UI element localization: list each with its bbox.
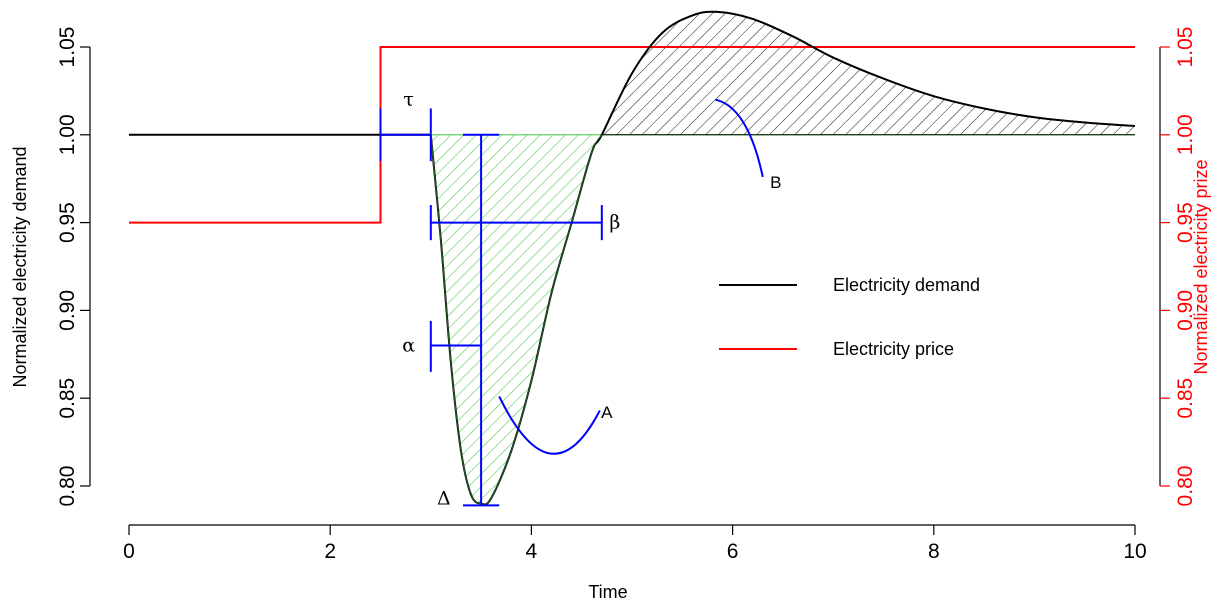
x-tick-label: 6 — [727, 540, 739, 563]
y-tick-label-left: 1.00 — [56, 114, 79, 155]
x-tick-label: 2 — [324, 540, 336, 563]
y-axis-left-title: Normalized electricity demand — [10, 146, 30, 387]
label-beta: β — [609, 212, 620, 234]
x-tick-label: 8 — [928, 540, 940, 563]
x-axis: 0 2 4 6 8 10 — [123, 524, 1147, 563]
shaded-regions — [430, 11, 1135, 505]
y-axis-left: 0.80 0.85 0.90 0.95 1.00 1.05 — [56, 27, 91, 507]
y-tick-label-left: 0.80 — [56, 466, 79, 507]
legend-label-demand: Electricity demand — [833, 275, 980, 295]
legend: Electricity demand Electricity price — [719, 275, 980, 359]
pointer-b — [715, 98, 764, 178]
pointer-a — [498, 396, 601, 455]
y-tick-label-left: 0.95 — [56, 202, 79, 243]
y-tick-label-left: 0.85 — [56, 378, 79, 419]
y-tick-label-right: 1.00 — [1174, 114, 1197, 155]
x-axis-title: Time — [588, 582, 627, 602]
label-a: A — [601, 403, 613, 422]
label-delta: Δ — [437, 487, 451, 509]
y-tick-label-right: 0.80 — [1174, 466, 1197, 507]
y-axis-right: 0.80 0.85 0.90 0.95 1.00 1.05 — [1159, 27, 1197, 507]
x-tick-label: 4 — [526, 540, 538, 563]
x-tick-label: 10 — [1123, 540, 1146, 563]
label-alpha: α — [402, 335, 415, 357]
y-tick-label-right: 0.85 — [1174, 378, 1197, 419]
legend-label-price: Electricity price — [833, 339, 954, 359]
measurement-annotations: τ β α Δ A B — [379, 89, 782, 509]
y-tick-label-right: 0.90 — [1174, 290, 1197, 331]
shaded-region-a — [430, 134, 602, 505]
y-tick-label-left: 0.90 — [56, 290, 79, 331]
y-tick-label-left: 1.05 — [56, 27, 79, 68]
y-axis-right-title: Normalized electricity prize — [1191, 159, 1211, 374]
x-tick-label: 0 — [123, 540, 135, 563]
y-tick-label-right: 0.95 — [1174, 202, 1197, 243]
label-b: B — [770, 173, 781, 192]
series-line-demand-dip — [430, 134, 603, 506]
label-tau: τ — [403, 89, 414, 111]
y-tick-label-right: 1.05 — [1174, 27, 1197, 68]
